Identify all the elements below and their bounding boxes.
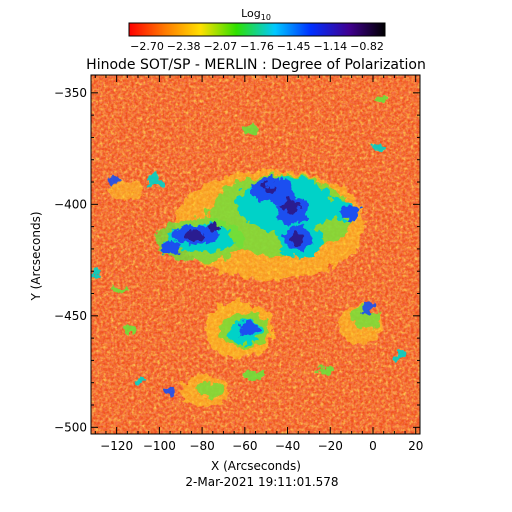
x-axis: −120 −100 −80 −60 −40 −20 0 20 <box>94 75 423 453</box>
colorbar <box>128 22 386 37</box>
colorbar-tick-label: −1.76 <box>240 40 274 53</box>
x-tick-label: 0 <box>369 439 377 453</box>
polarization-map <box>91 75 420 434</box>
colorbar-label: Log10 <box>241 7 271 22</box>
colorbar-tick-label: −1.45 <box>277 40 311 53</box>
y-tick-label: −400 <box>54 197 87 211</box>
x-tick-label: −40 <box>275 439 300 453</box>
y-tick-label: −450 <box>54 309 87 323</box>
colorbar-tick-label: −2.38 <box>167 40 201 53</box>
x-tick-label: −120 <box>100 439 133 453</box>
y-tick-label: −500 <box>54 420 87 434</box>
x-tick-label: −100 <box>143 439 176 453</box>
y-tick-label: −350 <box>54 86 87 100</box>
y-axis-label: Y (Arcseconds) <box>29 211 43 301</box>
x-axis-label: X (Arcseconds) <box>211 459 301 473</box>
x-tick-label: −20 <box>318 439 343 453</box>
x-tick-label: −60 <box>232 439 257 453</box>
x-tick-label: −80 <box>189 439 214 453</box>
colorbar-tick-label: −2.07 <box>203 40 237 53</box>
colorbar-tick-label: −1.14 <box>313 40 347 53</box>
timestamp: 2-Mar-2021 19:11:01.578 <box>185 475 338 489</box>
colorbar-tick-label: −2.70 <box>130 40 164 53</box>
colorbar-ticks: −2.70 −2.38 −2.07 −1.76 −1.45 −1.14 −0.82 <box>130 40 384 53</box>
colorbar-tick-label: −0.82 <box>350 40 384 53</box>
x-tick-label: 20 <box>408 439 423 453</box>
plot-title: Hinode SOT/SP - MERLIN : Degree of Polar… <box>86 57 426 73</box>
y-axis: −350 −400 −450 −500 <box>54 86 420 434</box>
